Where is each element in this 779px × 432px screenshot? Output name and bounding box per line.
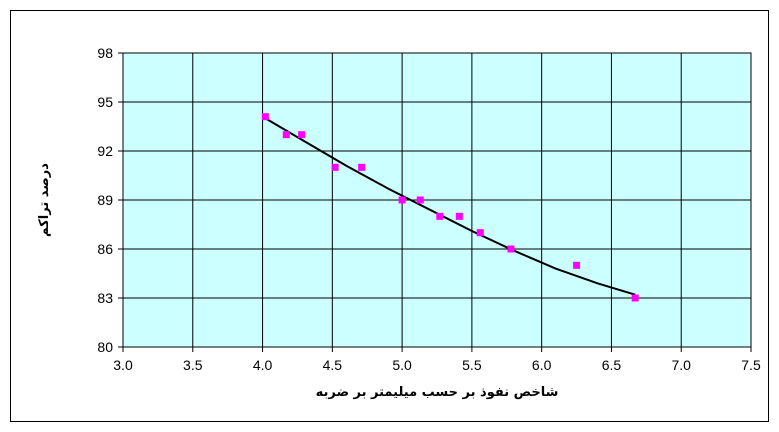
data-point [631, 294, 639, 302]
data-points [261, 113, 639, 302]
y-axis-title: درصد تراکم [37, 163, 52, 237]
data-point [358, 163, 366, 171]
y-tick-label: 89 [97, 192, 113, 208]
y-tick-label: 95 [97, 94, 113, 110]
x-tick-label: 7.5 [741, 357, 761, 373]
x-tick-label: 5.5 [462, 357, 482, 373]
y-axis: 80 83 86 89 92 95 98 [97, 45, 123, 355]
x-tick-label: 4.0 [253, 357, 273, 373]
data-point [416, 196, 424, 204]
y-tick-label: 98 [97, 45, 113, 61]
x-tick-label: 5.0 [392, 357, 412, 373]
x-tick-label: 7.0 [671, 357, 691, 373]
x-tick-label: 6.5 [602, 357, 622, 373]
data-point [436, 212, 444, 220]
x-axis-title: شاخص نفوذ بر حسب میلیمتر بر ضربه [316, 385, 559, 400]
x-tick-label: 4.5 [323, 357, 343, 373]
data-point [298, 131, 306, 139]
data-point [573, 261, 581, 269]
data-point [331, 163, 339, 171]
x-tick-label: 3.5 [183, 357, 203, 373]
data-point [455, 212, 463, 220]
y-tick-label: 83 [97, 290, 113, 306]
data-point [398, 196, 406, 204]
x-tick-label: 3.0 [113, 357, 133, 373]
x-axis: 3.0 3.5 4.0 4.5 5.0 5.5 6.0 6.5 7.0 7.5 [113, 347, 761, 373]
y-tick-label: 86 [97, 241, 113, 257]
data-point [282, 131, 290, 139]
data-point [476, 229, 484, 237]
y-tick-label: 92 [97, 143, 113, 159]
data-point [261, 113, 269, 121]
trendline [264, 117, 636, 296]
data-point [507, 245, 515, 253]
y-tick-label: 80 [97, 339, 113, 355]
x-tick-label: 6.0 [532, 357, 552, 373]
